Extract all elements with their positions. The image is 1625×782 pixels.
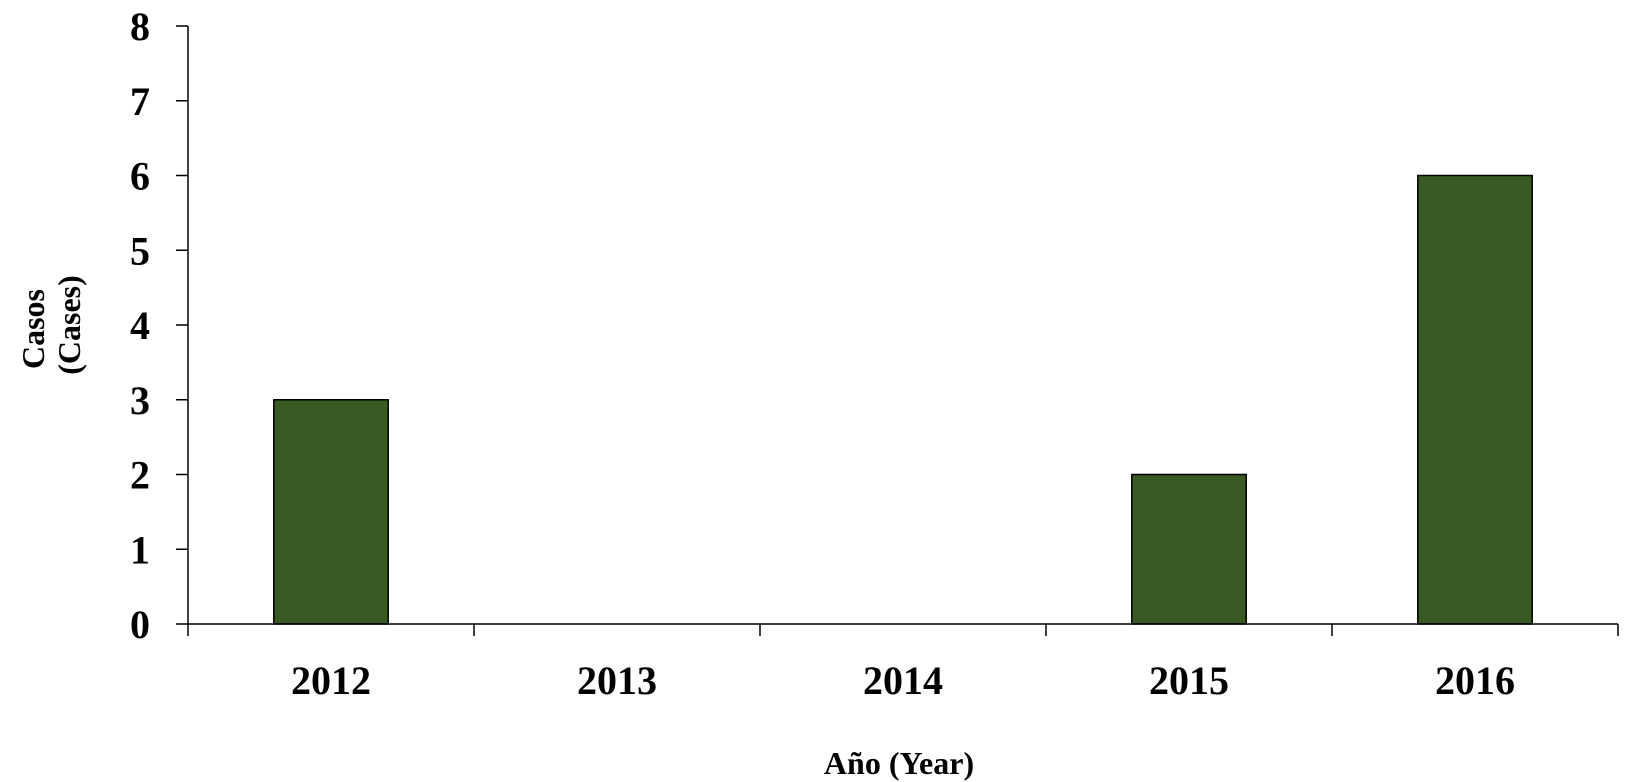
y-axis-title-line-1: Casos xyxy=(15,289,51,369)
y-tick-label: 4 xyxy=(130,303,150,348)
x-axis-title: Año (Year) xyxy=(824,745,974,781)
bar-2012 xyxy=(273,399,389,625)
y-tick-label: 5 xyxy=(130,228,150,273)
bars xyxy=(273,174,1533,625)
bar-2016 xyxy=(1417,174,1533,625)
x-axis-ticks: 2012 2013 2014 2015 2016 xyxy=(187,624,1619,703)
x-tick-label: 2012 xyxy=(291,658,371,703)
y-tick-label: 3 xyxy=(130,378,150,423)
x-tick-label: 2016 xyxy=(1435,658,1515,703)
y-tick-label: 7 xyxy=(130,79,150,124)
bar-2015 xyxy=(1131,473,1247,625)
y-axis-title: Casos (Cases) xyxy=(15,275,87,375)
y-tick-label: 0 xyxy=(130,602,150,647)
x-tick-label: 2015 xyxy=(1149,658,1229,703)
y-tick-label: 2 xyxy=(130,453,150,498)
y-axis-title-line-2: (Cases) xyxy=(51,275,87,375)
x-tick-label: 2014 xyxy=(863,658,943,703)
x-tick-label: 2013 xyxy=(577,658,657,703)
y-tick-label: 8 xyxy=(130,4,150,49)
y-tick-label: 1 xyxy=(130,527,150,572)
y-axis-ticks: 0 1 2 3 4 5 6 7 8 xyxy=(130,4,188,647)
y-tick-label: 6 xyxy=(130,154,150,199)
